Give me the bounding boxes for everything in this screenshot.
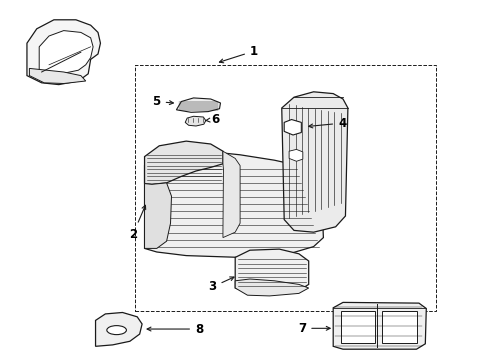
Bar — [382, 311, 417, 343]
Polygon shape — [223, 151, 240, 238]
Polygon shape — [235, 249, 309, 293]
Polygon shape — [27, 20, 100, 85]
Polygon shape — [333, 302, 426, 349]
Polygon shape — [185, 116, 206, 126]
Polygon shape — [39, 31, 93, 74]
Text: 4: 4 — [309, 117, 346, 130]
Polygon shape — [145, 151, 323, 257]
Text: 2: 2 — [129, 205, 146, 240]
Bar — [135, 65, 436, 311]
Text: 5: 5 — [152, 95, 173, 108]
Ellipse shape — [107, 325, 126, 335]
Polygon shape — [29, 68, 86, 84]
Polygon shape — [289, 149, 303, 161]
Polygon shape — [176, 98, 220, 112]
Polygon shape — [284, 120, 301, 135]
Polygon shape — [145, 183, 171, 248]
Text: 8: 8 — [147, 323, 203, 336]
Bar — [341, 311, 375, 343]
Text: 3: 3 — [208, 277, 234, 293]
Text: 1: 1 — [220, 45, 258, 63]
Text: 6: 6 — [206, 113, 220, 126]
Polygon shape — [235, 279, 309, 296]
Polygon shape — [282, 92, 348, 232]
Polygon shape — [96, 312, 142, 346]
Polygon shape — [145, 141, 223, 184]
Text: 7: 7 — [298, 322, 330, 335]
